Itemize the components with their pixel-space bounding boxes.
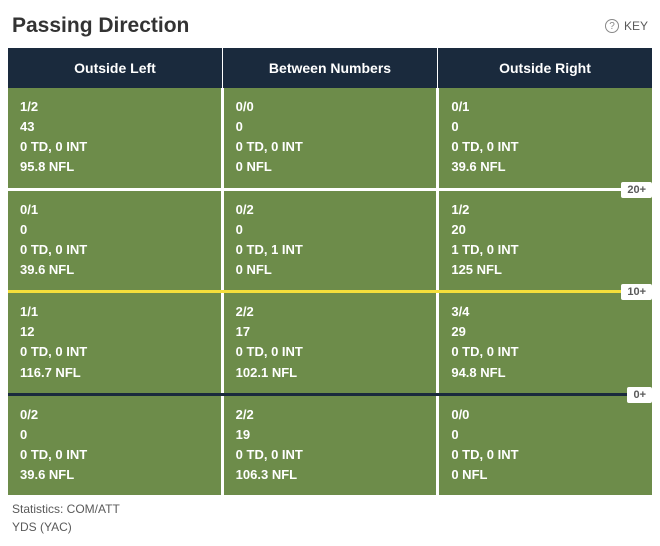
widget-title: Passing Direction	[12, 14, 189, 38]
stat-com-att: 0/1	[451, 97, 640, 117]
stat-yds: 0	[236, 117, 425, 137]
stat-td-int: 0 TD, 0 INT	[20, 240, 209, 260]
stat-yds: 43	[20, 117, 209, 137]
yard-marker: 10+	[621, 284, 652, 300]
stat-yds: 0	[20, 425, 209, 445]
stat-com-att: 0/0	[236, 97, 425, 117]
stat-td-int: 0 TD, 0 INT	[20, 445, 209, 465]
stat-td-int: 0 TD, 0 INT	[20, 137, 209, 157]
stat-rating: 0 NFL	[451, 465, 640, 485]
stat-td-int: 0 TD, 0 INT	[236, 445, 425, 465]
stat-com-att: 1/2	[451, 200, 640, 220]
footer-line: YDS (YAC)	[12, 519, 648, 536]
column-header-row: Outside Left Between Numbers Outside Rig…	[8, 48, 652, 88]
stat-yds: 0	[451, 117, 640, 137]
help-icon: ?	[605, 19, 619, 33]
stat-yds: 12	[20, 322, 209, 342]
stat-rating: 0 NFL	[236, 157, 425, 177]
footer-legend: Statistics: COM/ATT YDS (YAC)	[8, 495, 652, 546]
stat-rating: 0 NFL	[236, 260, 425, 280]
stat-yds: 0	[20, 220, 209, 240]
zone-row: 0/1 0 0 TD, 0 INT 39.6 NFL 0/2 0 0 TD, 1…	[8, 188, 652, 291]
stat-yds: 17	[236, 322, 425, 342]
column-header: Outside Left	[8, 48, 222, 88]
zone-cell: 0/1 0 0 TD, 0 INT 39.6 NFL	[436, 88, 652, 188]
zone-row: 1/2 43 0 TD, 0 INT 95.8 NFL 0/0 0 0 TD, …	[8, 88, 652, 188]
stat-com-att: 0/1	[20, 200, 209, 220]
stat-td-int: 0 TD, 0 INT	[20, 342, 209, 362]
key-button[interactable]: ? KEY	[605, 19, 648, 33]
yard-marker: 20+	[621, 182, 652, 198]
stat-yds: 29	[451, 322, 640, 342]
footer-line: Statistics: COM/ATT	[12, 501, 648, 518]
yard-marker: 0+	[627, 387, 652, 403]
column-header: Outside Right	[437, 48, 652, 88]
zone-cell: 3/4 29 0 TD, 0 INT 94.8 NFL	[436, 293, 652, 393]
stat-rating: 39.6 NFL	[20, 260, 209, 280]
stat-rating: 125 NFL	[451, 260, 640, 280]
zone-cell: 0/1 0 0 TD, 0 INT 39.6 NFL	[8, 191, 221, 291]
stat-td-int: 0 TD, 0 INT	[451, 342, 640, 362]
stat-com-att: 3/4	[451, 302, 640, 322]
stat-com-att: 0/2	[236, 200, 425, 220]
stat-td-int: 0 TD, 1 INT	[236, 240, 425, 260]
stat-com-att: 2/2	[236, 405, 425, 425]
zone-cell: 0/0 0 0 TD, 0 INT 0 NFL	[221, 88, 437, 188]
stat-rating: 94.8 NFL	[451, 363, 640, 383]
zone-row: 0/2 0 0 TD, 0 INT 39.6 NFL 2/2 19 0 TD, …	[8, 393, 652, 496]
stat-rating: 102.1 NFL	[236, 363, 425, 383]
stat-yds: 20	[451, 220, 640, 240]
stat-td-int: 0 TD, 0 INT	[236, 342, 425, 362]
stat-rating: 106.3 NFL	[236, 465, 425, 485]
zone-cell: 0/0 0 0 TD, 0 INT 0 NFL	[436, 396, 652, 496]
stat-yds: 0	[236, 220, 425, 240]
stat-com-att: 1/2	[20, 97, 209, 117]
passing-direction-widget: Passing Direction ? KEY Outside Left Bet…	[0, 0, 660, 546]
stat-rating: 39.6 NFL	[20, 465, 209, 485]
stat-com-att: 1/1	[20, 302, 209, 322]
zone-cell: 2/2 19 0 TD, 0 INT 106.3 NFL	[221, 396, 437, 496]
stat-td-int: 1 TD, 0 INT	[451, 240, 640, 260]
zone-row: 1/1 12 0 TD, 0 INT 116.7 NFL 2/2 17 0 TD…	[8, 290, 652, 393]
stat-com-att: 0/2	[20, 405, 209, 425]
zone-cell: 1/2 20 1 TD, 0 INT 125 NFL	[436, 191, 652, 291]
column-header: Between Numbers	[222, 48, 437, 88]
zone-cell: 2/2 17 0 TD, 0 INT 102.1 NFL	[221, 293, 437, 393]
title-row: Passing Direction ? KEY	[8, 8, 652, 48]
zone-cell: 0/2 0 0 TD, 1 INT 0 NFL	[221, 191, 437, 291]
stat-yds: 19	[236, 425, 425, 445]
zone-cell: 1/1 12 0 TD, 0 INT 116.7 NFL	[8, 293, 221, 393]
stat-rating: 39.6 NFL	[451, 157, 640, 177]
stat-com-att: 2/2	[236, 302, 425, 322]
stat-td-int: 0 TD, 0 INT	[451, 137, 640, 157]
key-label: KEY	[624, 19, 648, 33]
zone-cell: 0/2 0 0 TD, 0 INT 39.6 NFL	[8, 396, 221, 496]
stat-yds: 0	[451, 425, 640, 445]
stat-rating: 116.7 NFL	[20, 363, 209, 383]
stat-com-att: 0/0	[451, 405, 640, 425]
zone-cell: 1/2 43 0 TD, 0 INT 95.8 NFL	[8, 88, 221, 188]
stat-rating: 95.8 NFL	[20, 157, 209, 177]
stat-td-int: 0 TD, 0 INT	[236, 137, 425, 157]
stat-td-int: 0 TD, 0 INT	[451, 445, 640, 465]
